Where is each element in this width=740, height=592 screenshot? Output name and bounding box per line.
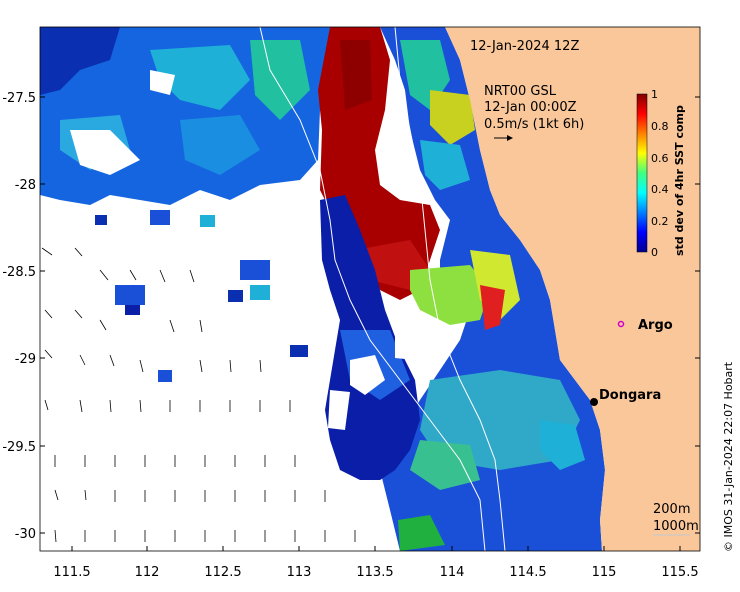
dongara-label: Dongara: [599, 388, 661, 403]
x-tick-label: 114: [440, 565, 465, 580]
argo-label: Argo: [638, 318, 673, 333]
current-vectors: [41, 247, 356, 543]
contour-legend-200m: 200m: [653, 502, 690, 517]
plot-border: [39, 26, 701, 552]
x-tick-label: 115.5: [661, 565, 698, 580]
y-tick-label: -27.5: [2, 91, 36, 106]
x-tick-label: 112: [135, 565, 160, 580]
x-tick-label: 115: [592, 565, 617, 580]
contour-legend-1000m: 1000m: [653, 519, 699, 534]
credit-text: © IMOS 31-Jan-2024 22:07 Hobart: [722, 361, 735, 552]
y-tick-label: -30: [15, 527, 36, 542]
x-tick-label: 111.5: [53, 565, 90, 580]
colorbar-tick: 0.8: [651, 120, 669, 133]
dongara-marker: [590, 398, 598, 406]
current-info-line1: NRT00 GSL: [484, 84, 557, 99]
colorbar-tick: 0.2: [651, 215, 669, 228]
current-info-line3: 0.5m/s (1kt 6h): [484, 117, 584, 132]
colorbar: 1 0.8 0.6 0.4 0.2 0 std dev of 4hr SST c…: [636, 88, 686, 259]
colorbar-tick: 0: [651, 246, 658, 259]
y-tick-label: -28.5: [2, 265, 36, 280]
land-area: [445, 27, 700, 551]
x-axis: 111.5 112 112.5 113 113.5 114 114.5 115 …: [53, 546, 699, 580]
sst-field: [40, 27, 605, 551]
colorbar-tick: 1: [651, 88, 658, 101]
x-tick-label: 114.5: [509, 565, 546, 580]
y-tick-label: -29: [15, 352, 36, 367]
map-layers: [40, 27, 700, 551]
map-timestamp: 12-Jan-2024 12Z: [470, 39, 579, 54]
argo-marker: [617, 320, 625, 328]
y-tick-label: -29.5: [2, 440, 36, 455]
colorbar-gradient: [636, 93, 648, 253]
x-tick-label: 112.5: [204, 565, 241, 580]
colorbar-tick: 0.6: [651, 152, 669, 165]
current-info-line2: 12-Jan 00:00Z: [484, 100, 577, 115]
y-axis: -27.5 -28 -28.5 -29 -29.5 -30: [2, 91, 700, 542]
x-tick-label: 113.5: [356, 565, 393, 580]
contour-1000m: [259, 27, 486, 551]
contour-200m: [394, 27, 506, 551]
y-tick-label: -28: [15, 178, 36, 193]
colorbar-tick: 0.4: [651, 183, 669, 196]
colorbar-label: std dev of 4hr SST comp: [673, 105, 686, 256]
x-tick-label: 113: [287, 565, 312, 580]
